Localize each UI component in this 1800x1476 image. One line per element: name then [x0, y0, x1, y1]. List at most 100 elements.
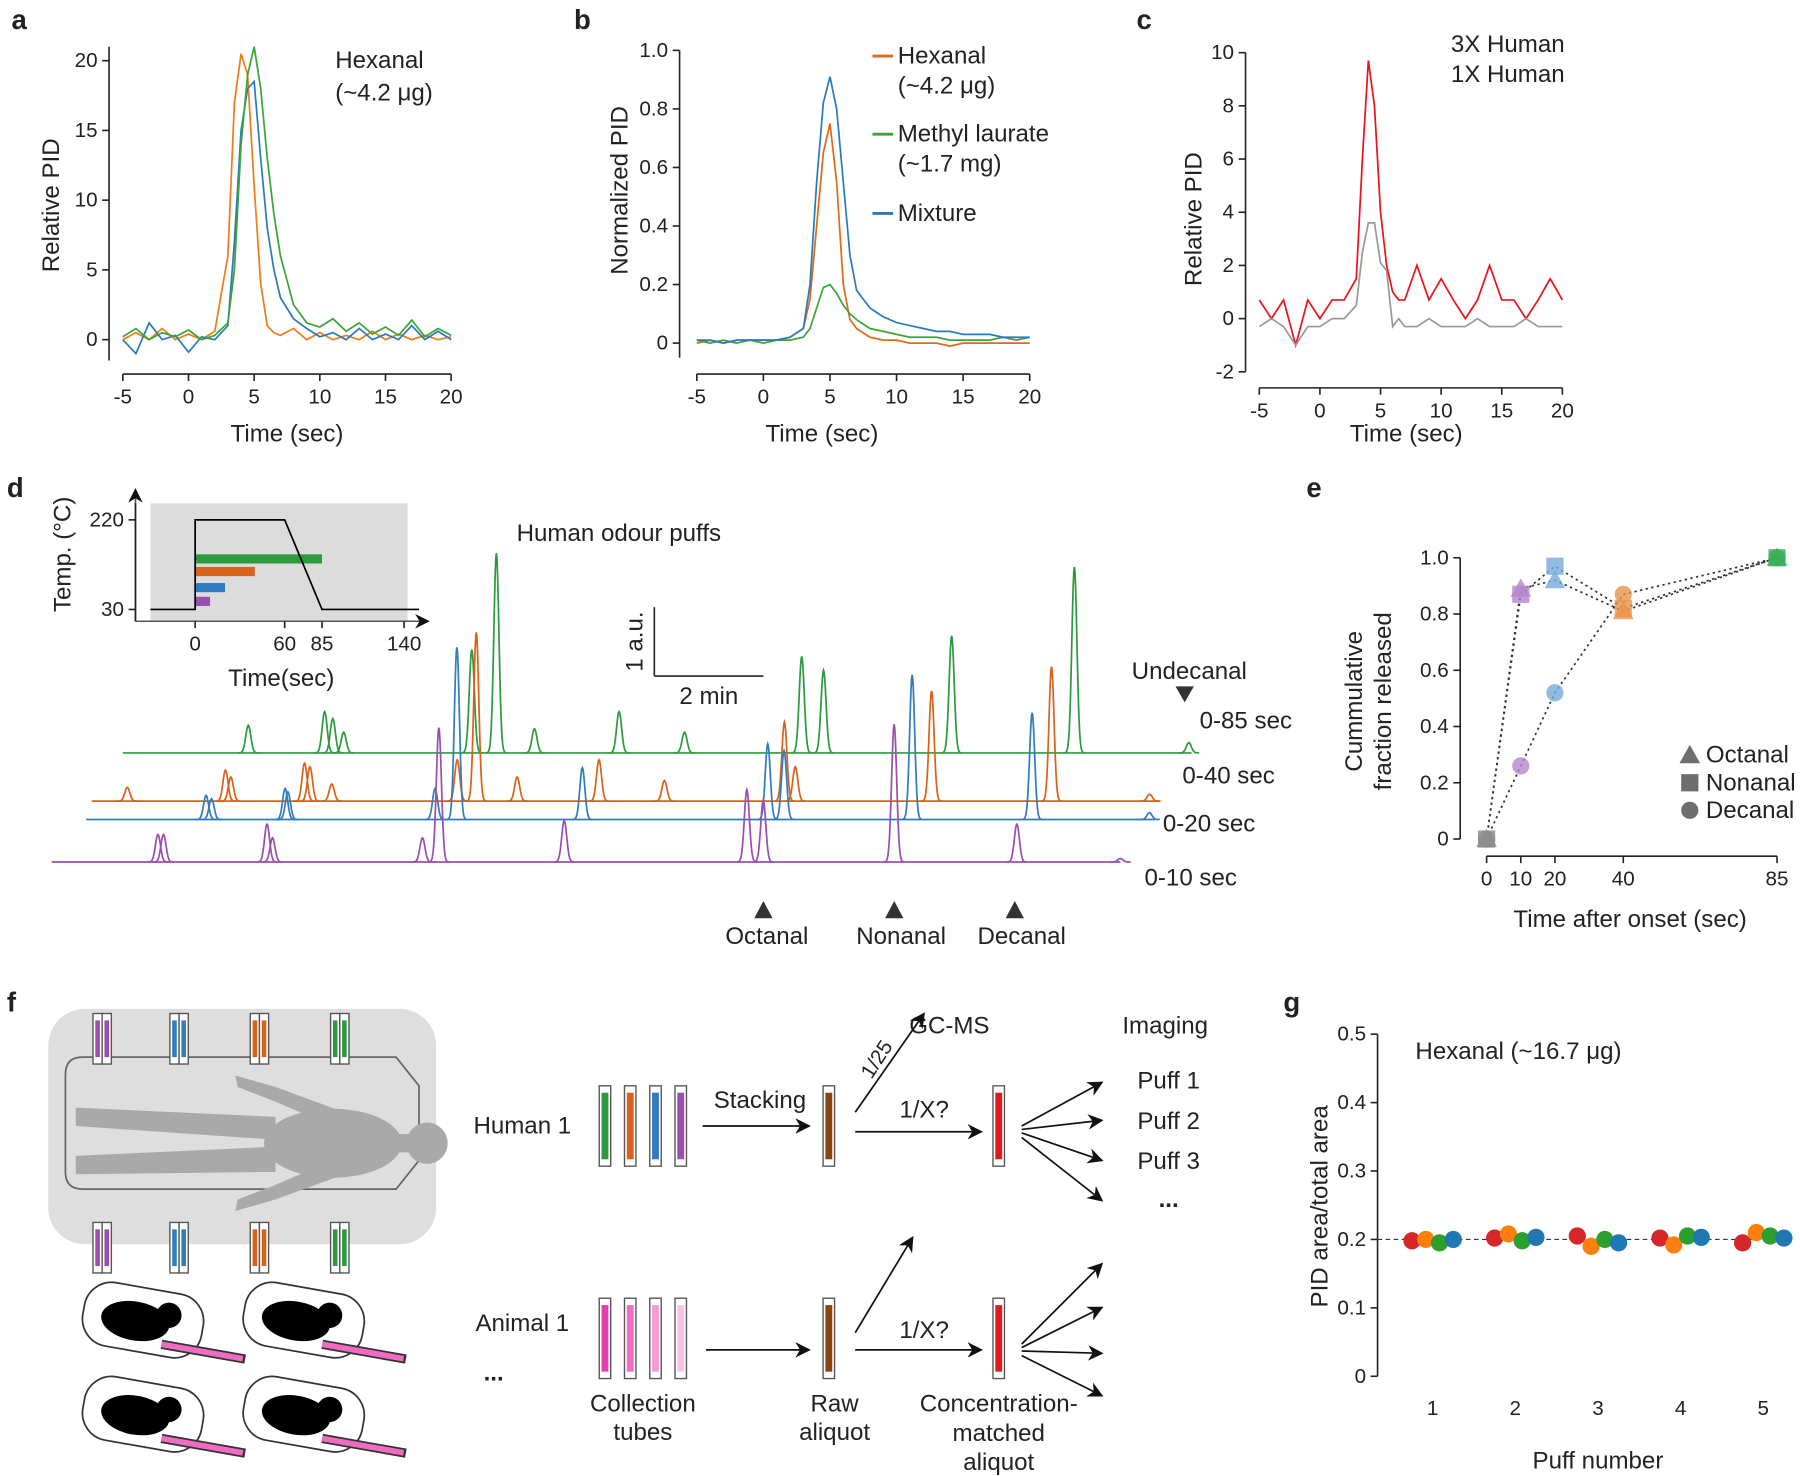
- data-point: [1761, 1227, 1779, 1245]
- peak: [321, 782, 343, 802]
- arrow: [1021, 1306, 1104, 1349]
- panel-label: b: [574, 4, 591, 35]
- peak: [1006, 822, 1028, 863]
- tube-fill: [261, 1020, 267, 1058]
- y-axis-label: Relative PID: [1180, 152, 1207, 286]
- annotation: (~4.2 μg): [335, 79, 433, 106]
- tube-fill: [995, 1305, 1003, 1372]
- silhouette: [75, 1107, 276, 1175]
- data-point: [1546, 557, 1564, 575]
- x-tick-label: 60: [273, 633, 296, 656]
- y-tick-label: 30: [101, 598, 124, 621]
- data-point: [1614, 585, 1632, 603]
- panel-label: e: [1306, 472, 1321, 503]
- x-tick-label: 10: [1430, 399, 1453, 422]
- connector-line: [1485, 556, 1778, 840]
- y-tick-label: 0: [1223, 307, 1235, 330]
- data-point: [1665, 1236, 1683, 1254]
- tube-fill: [342, 1020, 347, 1058]
- tube-fill: [172, 1229, 177, 1267]
- annotation-arrow: [754, 901, 773, 919]
- data-point: [1582, 1237, 1600, 1255]
- tube-fill: [181, 1020, 186, 1058]
- caption: matched: [953, 1420, 1045, 1447]
- row-ellipsis: ...: [484, 1359, 504, 1386]
- arrow: [1021, 1345, 1104, 1361]
- x-tick-label: 20: [1543, 868, 1566, 891]
- x-tick-label: 20: [1551, 399, 1574, 422]
- tube-fill: [342, 1229, 347, 1267]
- peak: [147, 833, 169, 863]
- tube-fill: [172, 1020, 177, 1058]
- animal: [261, 1395, 331, 1436]
- peak: [446, 647, 468, 821]
- y-axis-label: Normalized PID: [606, 106, 633, 275]
- y-tick-label: 4: [1223, 201, 1235, 224]
- animal: [156, 1396, 182, 1423]
- x-tick-label: 15: [952, 386, 975, 409]
- y-tick-label: 220: [90, 508, 124, 531]
- peak: [412, 836, 433, 863]
- arrow: [1021, 1262, 1104, 1345]
- animal: [156, 1302, 182, 1328]
- legend-label: Methyl laurate: [898, 121, 1049, 148]
- peak: [921, 690, 943, 802]
- puff-label: Puff 3: [1137, 1148, 1200, 1175]
- workflow-diagram: Human 1 Animal 1 ... Stacking 1/25 GC-MS…: [48, 1008, 1208, 1476]
- tube-fill: [95, 1229, 100, 1267]
- duration-bar: [195, 566, 255, 577]
- peak: [322, 716, 344, 754]
- legend-label: 1X Human: [1451, 61, 1565, 88]
- silhouette: [406, 1122, 448, 1164]
- tube-fill: [825, 1092, 833, 1160]
- x-tick-label: 15: [374, 386, 397, 409]
- peak: [277, 790, 299, 821]
- data-point: [1444, 1230, 1462, 1249]
- data-point: [1430, 1234, 1449, 1252]
- duration-bar: [195, 596, 211, 606]
- x-axis-label: Time (sec): [231, 420, 344, 447]
- y-tick-label: 0.1: [1337, 1296, 1366, 1319]
- data-point: [1678, 1227, 1697, 1245]
- animal: [101, 1300, 170, 1342]
- data-point: [1527, 1228, 1545, 1246]
- tube-fill: [261, 1229, 267, 1267]
- x-axis-label: Time(sec): [228, 665, 334, 692]
- caption: Raw: [810, 1390, 859, 1417]
- tube-fill: [825, 1305, 833, 1372]
- scale-bar-label: 1 a.u.: [621, 611, 648, 671]
- x-tick-label: 85: [1766, 868, 1789, 891]
- tube-fill: [332, 1020, 338, 1058]
- legend-label: Nonanal: [1706, 769, 1796, 796]
- chart-title: Human odour puffs: [517, 520, 721, 547]
- y-tick-label: 0.4: [1420, 715, 1449, 738]
- animal: [317, 1396, 343, 1423]
- tube-fill: [601, 1092, 609, 1160]
- arrow: [1021, 1114, 1104, 1131]
- data-point: [1486, 1229, 1504, 1247]
- y-tick-label: 0: [657, 332, 669, 355]
- silhouette: [235, 1075, 345, 1211]
- peak: [774, 718, 795, 802]
- arrow: [1021, 1081, 1104, 1127]
- trace-label: 0-10 sec: [1145, 865, 1237, 892]
- peak: [446, 758, 468, 802]
- data-point: [1610, 1234, 1628, 1252]
- peak: [1041, 666, 1063, 802]
- arrow: [1021, 1132, 1104, 1164]
- puff-label: Puff 2: [1137, 1108, 1200, 1135]
- tube-fill: [677, 1305, 685, 1372]
- arrow: [1021, 1136, 1104, 1202]
- tube-fill: [626, 1092, 634, 1160]
- y-tick-label: 0: [86, 328, 98, 351]
- peak: [654, 779, 675, 802]
- data-point: [1499, 1225, 1518, 1243]
- peak: [428, 727, 450, 863]
- y-tick-label: -2: [1216, 360, 1234, 383]
- x-tick-label: 0: [183, 386, 195, 409]
- arrow: [1021, 1354, 1104, 1397]
- y-axis-label: Relative PID: [38, 138, 65, 272]
- peak: [1139, 811, 1160, 821]
- x-axis-label: Time after onset (sec): [1513, 906, 1746, 933]
